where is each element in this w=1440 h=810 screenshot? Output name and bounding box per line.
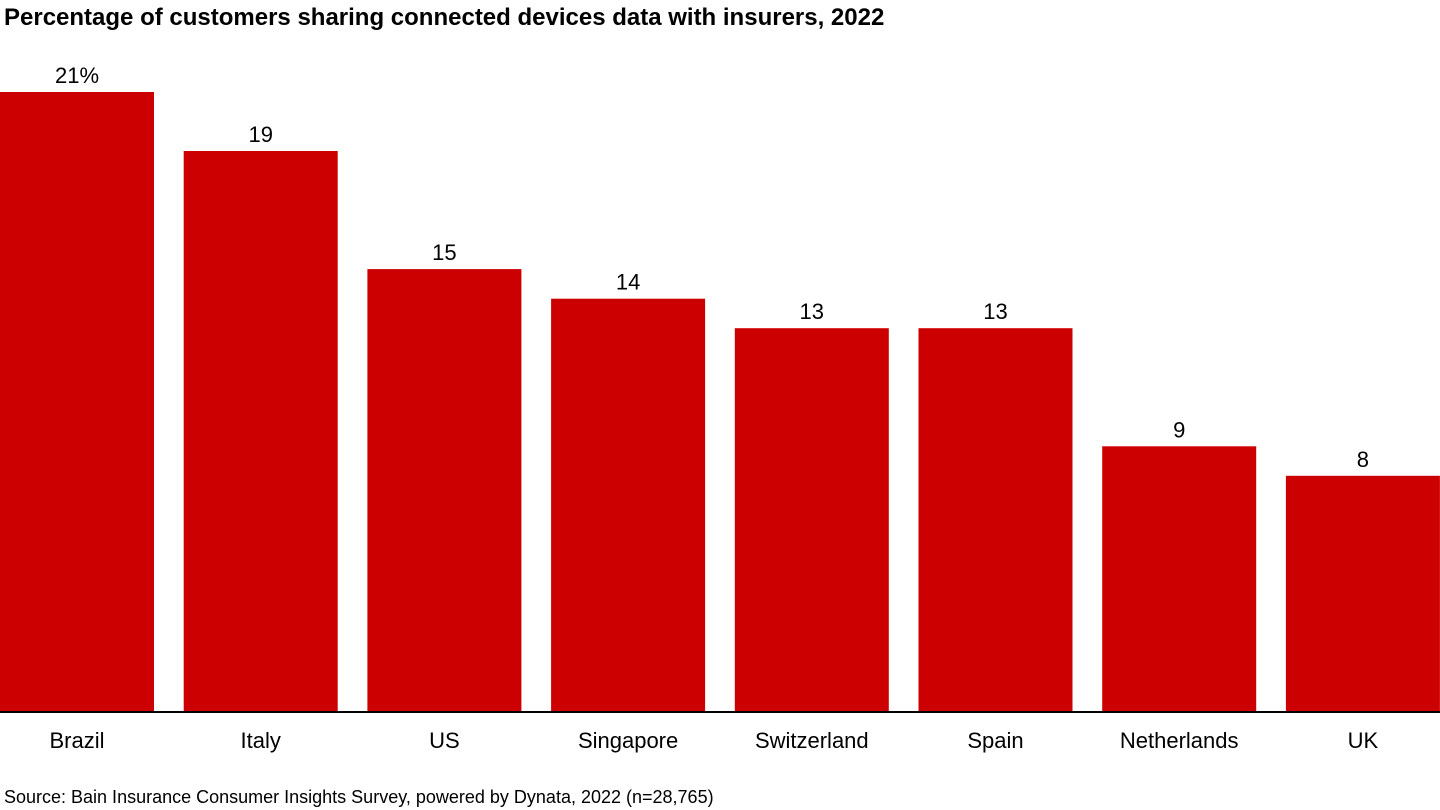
category-label-singapore: Singapore (578, 728, 678, 753)
category-label-switzerland: Switzerland (755, 728, 869, 753)
bar-switzerland (734, 328, 889, 712)
value-labels-group: 21% 19 15 14 13 13 9 8 (55, 63, 1369, 472)
category-label-uk: UK (1348, 728, 1379, 753)
bar-italy (183, 151, 338, 712)
value-label-italy: 19 (248, 122, 272, 147)
bar-us (367, 269, 522, 712)
chart-title: Percentage of customers sharing connecte… (4, 4, 885, 31)
value-label-brazil: 21% (55, 63, 99, 88)
category-labels-group: Brazil Italy US Singapore Switzerland Spain Ne… (49, 728, 1378, 753)
value-label-netherlands: 9 (1173, 417, 1185, 442)
value-label-us: 15 (432, 240, 456, 265)
category-label-spain: Spain (967, 728, 1023, 753)
value-label-uk: 8 (1357, 447, 1369, 472)
bar-singapore (551, 298, 706, 712)
bar-spain (918, 328, 1073, 712)
source-note: Source: Bain Insurance Consumer Insights… (4, 787, 714, 807)
bars-group (0, 92, 1440, 712)
value-label-spain: 13 (983, 299, 1007, 324)
category-label-us: US (429, 728, 460, 753)
category-label-italy: Italy (241, 728, 281, 753)
bar-uk (1285, 475, 1440, 712)
category-label-netherlands: Netherlands (1120, 728, 1239, 753)
bar-netherlands (1102, 446, 1257, 712)
value-label-singapore: 14 (616, 270, 640, 295)
category-label-brazil: Brazil (49, 728, 104, 753)
bar-brazil (0, 92, 154, 712)
value-label-switzerland: 13 (800, 299, 824, 324)
